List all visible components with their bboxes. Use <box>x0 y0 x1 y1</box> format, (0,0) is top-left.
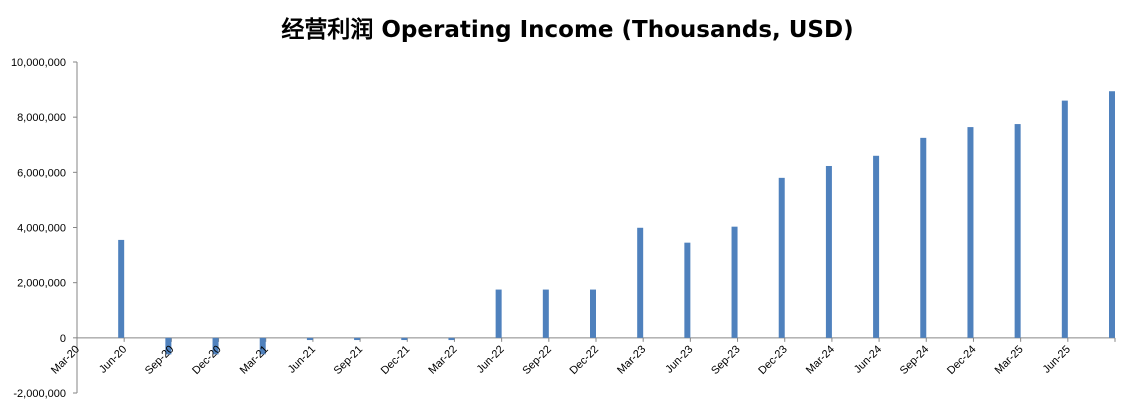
chart-title: 经营利润 Operating Income (Thousands, USD) <box>281 17 854 43</box>
x-tick-label: Jun-24 <box>852 343 884 375</box>
bar-Mar-25 <box>1061 100 1068 338</box>
x-tick-label: Mar-21 <box>238 343 271 376</box>
bar-Jun-20 <box>165 337 172 355</box>
y-tick-label: 10,000,000 <box>11 57 66 69</box>
x-tick-label: Dec-20 <box>190 343 224 377</box>
bar-Mar-23 <box>684 242 691 338</box>
bar-Sep-20 <box>212 337 219 355</box>
y-tick-label: 0 <box>60 333 66 345</box>
bar-Jun-24 <box>920 137 927 338</box>
x-tick-label: Mar-23 <box>615 343 648 376</box>
x-tick-label: Jun-22 <box>474 343 506 375</box>
x-tick-label: Jun-25 <box>1041 343 1073 375</box>
bars <box>118 91 1115 355</box>
y-tick-label: -2,000,000 <box>13 388 66 400</box>
bar-Jun-21 <box>354 337 361 341</box>
bar-Dec-21 <box>448 337 455 341</box>
x-tick-label: Jun-21 <box>286 343 318 375</box>
y-tick-label: 8,000,000 <box>17 112 66 124</box>
bar-Sep-21 <box>401 337 408 341</box>
bar-Sep-24 <box>967 127 974 338</box>
bar-Dec-22 <box>637 227 644 338</box>
x-tick-label: Mar-25 <box>993 343 1026 376</box>
x-tick-label: Sep-20 <box>143 343 177 377</box>
x-tick-label: Jun-23 <box>663 343 695 375</box>
x-tick-label: Dec-22 <box>568 343 602 377</box>
x-tick-label: Sep-22 <box>520 343 554 377</box>
x-tick-label: Mar-22 <box>426 343 459 376</box>
x-tick-label: Dec-23 <box>756 343 790 377</box>
bar-Mar-20 <box>118 239 125 338</box>
axes <box>73 61 1116 394</box>
bar-Dec-20 <box>259 337 266 355</box>
bar-Jun-23 <box>731 226 738 338</box>
x-tick-label: Dec-24 <box>945 343 979 377</box>
bar-Mar-22 <box>495 289 502 338</box>
bar-Dec-23 <box>825 165 832 338</box>
x-tick-label: Sep-24 <box>898 343 932 377</box>
x-tick-label: Dec-21 <box>379 343 413 377</box>
x-tick-label: Mar-24 <box>804 343 837 376</box>
bar-Jun-25 <box>1109 91 1115 338</box>
y-tick-label: 4,000,000 <box>17 223 66 235</box>
bar-Mar-24 <box>873 155 880 338</box>
bar-Mar-21 <box>306 337 313 341</box>
y-tick-label: 6,000,000 <box>17 167 66 179</box>
x-tick-labels: Mar-20 Jun-20 Sep-20 Dec-20 Mar-21 Jun-21 Sep-… <box>49 343 1073 377</box>
bar-Jun-22 <box>542 289 549 338</box>
bar-Dec-24 <box>1014 124 1021 338</box>
x-tick-label: Jun-20 <box>97 343 129 375</box>
x-tick-label: Sep-23 <box>709 343 743 377</box>
bar-Sep-23 <box>778 177 785 338</box>
y-tick-labels: -2,000,000 0 2,000,000 4,000,000 6,000,000 8,… <box>11 57 66 400</box>
bar-Sep-22 <box>590 289 596 338</box>
x-tick-label: Sep-21 <box>332 343 366 377</box>
y-tick-label: 2,000,000 <box>17 278 66 290</box>
